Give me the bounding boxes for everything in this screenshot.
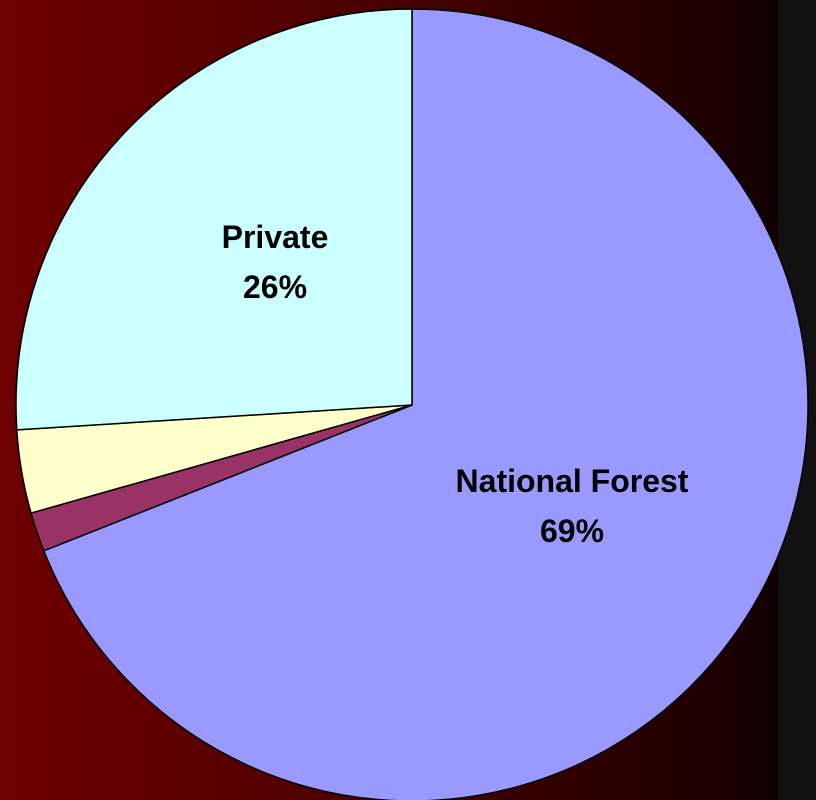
slice-percent-national-forest: 69% <box>540 513 604 549</box>
slice-percent-private: 26% <box>243 269 307 305</box>
pie-slice-national-forest <box>42 8 809 800</box>
slice-label-national-forest: National Forest <box>456 463 689 499</box>
pie-slices <box>15 8 809 800</box>
pie-labels: National Forest 69% Private 26% <box>222 219 689 549</box>
slice-label-private: Private <box>222 219 329 255</box>
pie-slice-private <box>15 8 413 431</box>
